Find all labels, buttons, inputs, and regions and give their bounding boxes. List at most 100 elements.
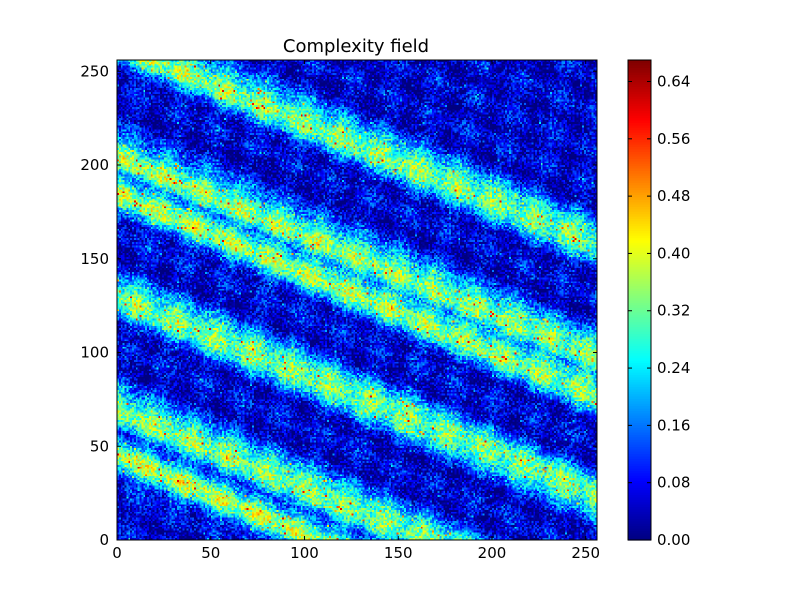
colorbar-segment	[628, 506, 651, 510]
colorbar-segment	[628, 530, 651, 534]
colorbar-segment	[628, 492, 651, 495]
colorbar-segment	[628, 62, 651, 66]
plot-frame	[116, 59, 598, 541]
colorbar-segment	[628, 91, 651, 95]
colorbar-segment	[628, 482, 651, 486]
colorbar-segment	[628, 499, 651, 503]
colorbar-segment	[628, 424, 651, 428]
colorbar-tick-label: 0.48	[657, 187, 690, 205]
colorbar-segment	[628, 307, 651, 311]
colorbar-segment	[628, 158, 651, 162]
colorbar-segment	[628, 249, 651, 253]
colorbar-segment	[628, 475, 651, 479]
colorbar-segment	[628, 268, 651, 272]
colorbar-segment	[628, 115, 651, 119]
colorbar-tick-label: 0.08	[657, 474, 690, 492]
colorbar-segment	[628, 403, 651, 407]
colorbar-segment	[628, 422, 651, 426]
colorbar-segment	[628, 326, 651, 330]
colorbar-segment	[628, 168, 651, 171]
colorbar-segment	[628, 386, 651, 390]
colorbar-segment	[628, 81, 651, 85]
colorbar-segment	[628, 446, 651, 450]
colorbar-segment	[628, 528, 651, 531]
colorbar-segment	[628, 163, 651, 167]
colorbar-segment	[628, 276, 651, 279]
heatmap-image	[117, 60, 597, 540]
colorbar-tick-label: 0.24	[657, 359, 690, 377]
colorbar-segment	[628, 388, 651, 392]
colorbar-segment	[628, 103, 651, 107]
colorbar-segment	[628, 523, 651, 527]
colorbar-segment	[628, 520, 651, 524]
colorbar-segment	[628, 484, 651, 488]
colorbar-segment	[628, 412, 651, 416]
colorbar-segment	[628, 532, 651, 536]
colorbar-segment	[628, 225, 651, 229]
colorbar-segment	[628, 105, 651, 109]
colorbar-segment	[628, 420, 651, 423]
colorbar-segment	[628, 290, 651, 294]
colorbar-segment	[628, 350, 651, 354]
colorbar-segment	[628, 252, 651, 255]
colorbar-segment	[628, 434, 651, 438]
colorbar-segment	[628, 355, 651, 359]
colorbar-segment	[628, 379, 651, 383]
colorbar-segment	[628, 321, 651, 325]
x-tick-label: 150	[384, 544, 413, 562]
x-tick-label: 200	[478, 544, 507, 562]
colorbar-segment	[628, 136, 651, 140]
colorbar-segment	[628, 300, 651, 303]
colorbar-segment	[628, 228, 651, 231]
colorbar-segment	[628, 400, 651, 404]
colorbar-segment	[628, 223, 651, 227]
colorbar-segment	[628, 410, 651, 414]
x-tick-label: 100	[290, 544, 319, 562]
chart-title: Complexity field	[283, 36, 429, 57]
colorbar-segment	[628, 84, 651, 87]
colorbar-segment	[628, 110, 651, 114]
colorbar-segment	[628, 189, 651, 193]
colorbar-segment	[628, 86, 651, 90]
colorbar-segment	[628, 122, 651, 126]
colorbar-segment	[628, 271, 651, 275]
colorbar-segment	[628, 67, 651, 71]
colorbar-segment	[628, 336, 651, 339]
colorbar-segment	[628, 331, 651, 335]
colorbar-segment	[628, 256, 651, 260]
colorbar-segment	[628, 312, 651, 315]
colorbar-segment	[628, 513, 651, 517]
colorbar-segment	[628, 175, 651, 179]
colorbar-segment	[628, 129, 651, 133]
colorbar-segment	[628, 463, 651, 467]
y-tick-label: 100	[80, 344, 109, 362]
colorbar-segment	[628, 470, 651, 474]
colorbar-segment	[628, 240, 651, 243]
colorbar-segment	[628, 184, 651, 188]
colorbar-segment	[628, 220, 651, 224]
colorbar-segment	[628, 480, 651, 483]
colorbar-segment	[628, 148, 651, 152]
colorbar-segment	[628, 134, 651, 138]
colorbar-segment	[628, 362, 651, 366]
colorbar-segment	[628, 285, 651, 289]
colorbar-segment	[628, 357, 651, 361]
colorbar-segment	[628, 458, 651, 462]
colorbar-segment	[628, 132, 651, 135]
colorbar-segment	[628, 124, 651, 128]
colorbar-segment	[628, 348, 651, 351]
colorbar-segment	[628, 297, 651, 301]
colorbar-segment	[628, 127, 651, 131]
colorbar-segment	[628, 180, 651, 183]
colorbar-segment	[628, 453, 651, 457]
colorbar-segment	[628, 213, 651, 217]
colorbar-segment	[628, 319, 651, 323]
colorbar-segment	[628, 170, 651, 174]
colorbar-segment	[628, 374, 651, 378]
colorbar-segment	[628, 69, 651, 73]
colorbar-segment	[628, 204, 651, 207]
y-tick-label: 50	[90, 437, 109, 455]
colorbar-segment	[628, 468, 651, 471]
colorbar-tick-label: 0.32	[657, 302, 690, 320]
colorbar-segment	[628, 328, 651, 332]
